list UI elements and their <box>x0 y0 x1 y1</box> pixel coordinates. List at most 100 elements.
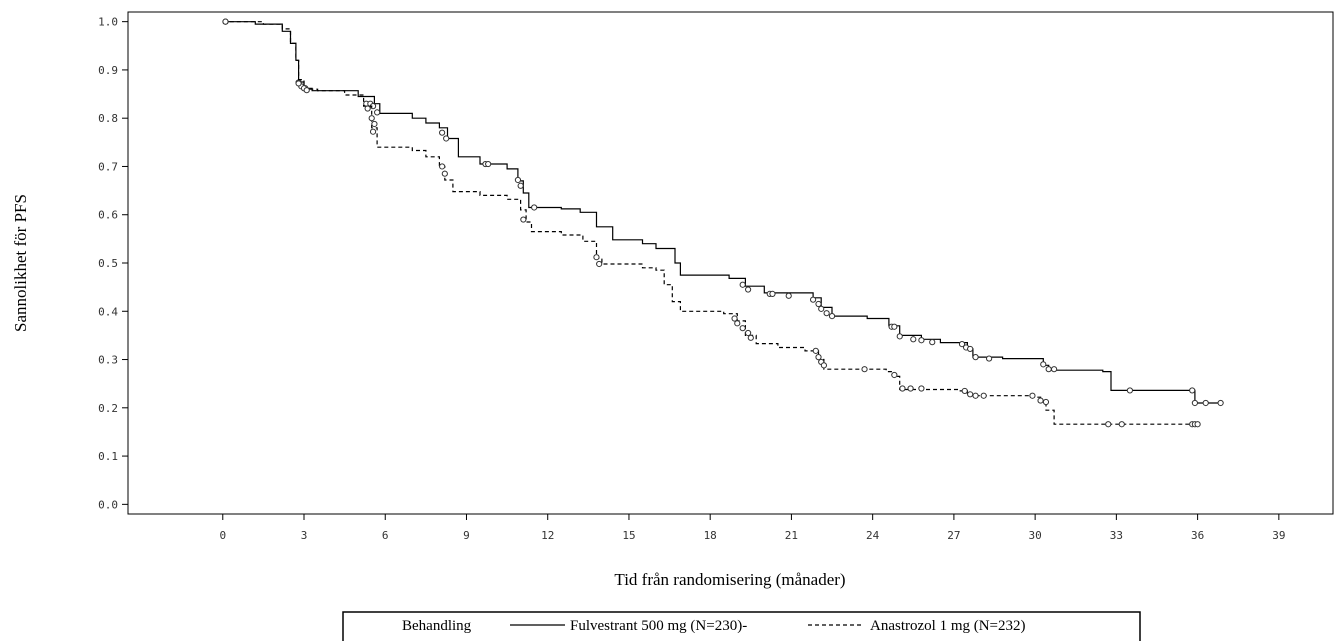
censor-mark <box>1105 421 1112 428</box>
censor-mark <box>734 320 741 327</box>
censor-mark <box>1126 387 1134 394</box>
censor-mark <box>861 366 868 373</box>
censor-mark <box>958 340 966 348</box>
censor-mark <box>369 128 377 135</box>
censor-mark <box>828 312 836 320</box>
censor-mark <box>823 310 830 317</box>
censor-mark <box>929 339 936 346</box>
x-tick-label: 24 <box>866 529 880 542</box>
censor-mark <box>1040 361 1047 368</box>
censor-mark <box>303 87 310 94</box>
x-tick-label: 3 <box>301 529 308 542</box>
y-tick-label: 0.6 <box>98 209 118 222</box>
x-axis-title: Tid från randomisering (månader) <box>614 570 845 589</box>
x-tick-label: 9 <box>463 529 470 542</box>
censor-mark <box>815 354 822 361</box>
x-tick-label: 15 <box>622 529 635 542</box>
censor-mark <box>907 385 914 392</box>
censor-mark <box>891 371 898 379</box>
censor-mark <box>899 385 906 392</box>
censor-mark <box>980 392 987 399</box>
censor-mark <box>972 392 979 399</box>
censor-mark <box>745 286 752 293</box>
censor-mark <box>731 315 738 322</box>
censor-mark <box>1029 392 1036 399</box>
censor-mark <box>295 80 302 87</box>
y-tick-label: 1.0 <box>98 16 118 29</box>
censor-mark <box>1189 387 1196 394</box>
censor-mark <box>918 385 925 392</box>
legend-box <box>342 611 1141 641</box>
x-tick-label: 18 <box>704 529 717 542</box>
censor-mark <box>441 170 448 177</box>
censor-mark <box>739 325 746 332</box>
y-tick-label: 0.8 <box>98 112 118 125</box>
censor-mark <box>809 296 817 303</box>
censor-mark <box>593 254 600 261</box>
x-axis: 0 3 6 9 12 15 18 21 24 27 30 33 36 39 <box>219 514 1285 542</box>
censor-mark <box>967 391 974 398</box>
censor-mark <box>1217 399 1224 407</box>
censor-mark <box>986 355 993 362</box>
y-tick-label: 0.0 <box>98 498 118 511</box>
censor-mark <box>596 260 603 268</box>
censor-mark <box>815 300 822 308</box>
x-tick-label: 27 <box>947 529 960 542</box>
series-line-fulvestrant <box>222 21 1222 404</box>
censor-mark <box>485 160 492 168</box>
y-tick-label: 0.3 <box>98 354 118 367</box>
censor-mark <box>918 337 925 344</box>
legend-title: Behandling <box>402 618 472 634</box>
x-tick-label: 0 <box>219 529 226 542</box>
censor-mark <box>1042 398 1050 406</box>
censor-mark <box>368 115 375 122</box>
censor-mark <box>1194 421 1201 428</box>
y-tick-label: 0.5 <box>98 257 118 270</box>
censor-mark <box>769 290 776 297</box>
series-layer <box>222 18 1224 428</box>
y-tick-label: 0.7 <box>98 160 118 173</box>
censor-mark <box>517 182 524 189</box>
censor-mark <box>745 329 752 337</box>
censor-mark <box>739 281 746 288</box>
censor-mark <box>443 135 450 142</box>
censor-mark <box>961 387 968 395</box>
y-axis: 0.0 0.1 0.2 0.3 0.4 0.5 0.6 0.7 0.8 0.9 1.0 <box>98 16 128 511</box>
censor-mark <box>374 109 381 116</box>
censor-mark <box>820 362 828 369</box>
censor-mark <box>785 292 792 299</box>
y-axis-title: Sannolikhet för PFS <box>11 194 30 332</box>
y-tick-label: 0.2 <box>98 402 118 415</box>
censor-mark <box>972 354 979 361</box>
y-tick-label: 0.9 <box>98 64 118 77</box>
censor-mark <box>967 345 974 353</box>
censor-mark <box>910 336 917 343</box>
legend-entry-fulvestrant: Fulvestrant 500 mg (N=230)- <box>570 618 747 634</box>
censor-mark <box>222 18 229 25</box>
x-tick-label: 21 <box>785 529 798 542</box>
censor-mark <box>439 129 446 136</box>
censor-mark <box>1045 366 1052 373</box>
censor-mark <box>371 120 378 128</box>
x-tick-label: 39 <box>1272 529 1285 542</box>
censor-mark <box>364 105 371 112</box>
legend: Behandling Fulvestrant 500 mg (N=230)- A… <box>342 611 1141 641</box>
censor-mark <box>1202 399 1209 407</box>
plot-frame <box>127 11 1334 515</box>
censor-mark <box>1037 397 1044 404</box>
censor-mark <box>514 176 522 184</box>
censor-mark <box>1050 366 1058 373</box>
censor-mark <box>891 323 898 330</box>
censor-mark <box>896 333 903 340</box>
censor-mark <box>1118 421 1125 428</box>
censor-mark <box>747 334 754 341</box>
x-tick-label: 36 <box>1191 529 1204 542</box>
series-line-anastrozol <box>222 21 1198 425</box>
censor-mark <box>520 216 527 223</box>
censor-mark <box>812 347 819 354</box>
censor-mark <box>439 163 446 170</box>
legend-entry-anastrozol: Anastrozol 1 mg (N=232) <box>870 618 1026 634</box>
x-tick-label: 12 <box>541 529 554 542</box>
x-tick-label: 33 <box>1110 529 1123 542</box>
